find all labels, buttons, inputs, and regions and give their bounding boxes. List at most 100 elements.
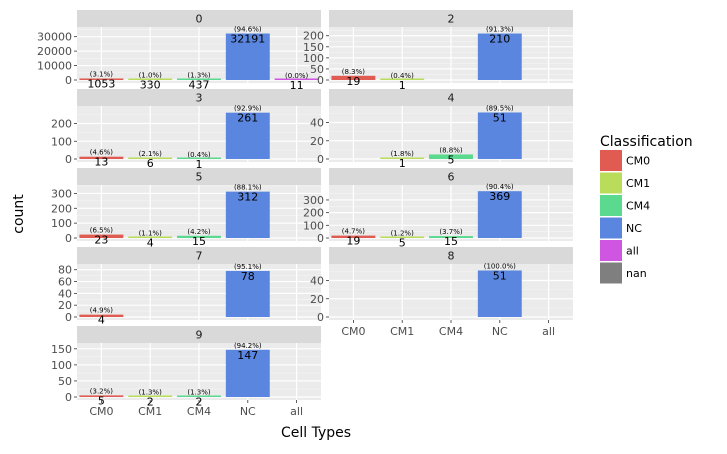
percent-label: (8.3%) bbox=[342, 68, 366, 76]
percent-label: (1.2%) bbox=[391, 229, 415, 237]
y-tick-label: 40 bbox=[58, 287, 72, 300]
y-tick-label: 40 bbox=[310, 117, 324, 130]
y-tick-label: 0 bbox=[65, 74, 72, 87]
y-tick-label: 300 bbox=[303, 194, 324, 207]
facet-title: 5 bbox=[196, 171, 203, 184]
percent-label: (94.6%) bbox=[234, 26, 262, 34]
facet-title: 2 bbox=[448, 13, 455, 26]
percent-label: (4.2%) bbox=[187, 228, 211, 236]
y-tick-label: 20 bbox=[310, 293, 324, 306]
y-tick-label: 0 bbox=[65, 232, 72, 245]
legend-label-CM4: CM4 bbox=[626, 200, 650, 213]
facet-strip bbox=[329, 247, 573, 264]
y-tick-label: 20000 bbox=[37, 45, 72, 58]
y-tick-label: 100 bbox=[303, 219, 324, 232]
percent-label: (0.4%) bbox=[391, 72, 415, 80]
bar-NC bbox=[477, 33, 522, 80]
value-label: 19 bbox=[346, 75, 360, 88]
percent-label: (100.0%) bbox=[484, 262, 516, 270]
legend: Classification CM0 CM1 CM4 NC all nan bbox=[600, 134, 693, 284]
bar-CM1 bbox=[128, 157, 173, 159]
facet-title: 9 bbox=[196, 329, 203, 342]
value-label: 15 bbox=[444, 235, 458, 248]
facet-strip bbox=[77, 10, 321, 27]
value-label: 330 bbox=[140, 79, 161, 92]
bar-CM1 bbox=[128, 236, 173, 238]
value-label: 4 bbox=[98, 314, 105, 327]
value-label: 147 bbox=[237, 349, 258, 362]
x-tick-label: CM4 bbox=[439, 325, 463, 338]
bar-CM1 bbox=[380, 78, 425, 80]
value-label: 5 bbox=[448, 153, 455, 166]
y-tick-label: 10000 bbox=[37, 60, 72, 73]
y-tick-label: 0 bbox=[65, 391, 72, 404]
bar-NC bbox=[477, 270, 522, 317]
bar-CM0 bbox=[79, 156, 124, 159]
value-label: 369 bbox=[489, 190, 510, 203]
percent-label: (1.3%) bbox=[187, 71, 211, 79]
y-tick-label: 30000 bbox=[37, 31, 72, 44]
legend-swatch-CM1 bbox=[600, 172, 622, 194]
percent-label: (4.7%) bbox=[342, 228, 366, 236]
facet-strip bbox=[77, 168, 321, 185]
percent-label: (95.1%) bbox=[234, 263, 262, 271]
percent-label: (3.1%) bbox=[90, 70, 114, 78]
bar-CM0 bbox=[79, 395, 124, 397]
facet-panel-9: 90501001505(3.2%)2(1.3%)2(1.3%)147(94.2%… bbox=[51, 326, 321, 418]
facet-strip bbox=[77, 247, 321, 264]
legend-label-CM0: CM0 bbox=[626, 155, 650, 168]
value-label: 11 bbox=[290, 79, 304, 92]
bar-CM0 bbox=[331, 235, 376, 238]
value-label: 13 bbox=[94, 156, 108, 169]
percent-label: (90.4%) bbox=[486, 183, 514, 191]
legend-swatch-nan bbox=[600, 262, 622, 284]
y-tick-label: 0 bbox=[317, 153, 324, 166]
y-tick-label: 50 bbox=[58, 375, 72, 388]
y-tick-label: 0 bbox=[317, 311, 324, 324]
x-tick-label: CM0 bbox=[341, 325, 365, 338]
facet-panels: 001000020000300001053(3.1%)330(1.0%)437(… bbox=[37, 10, 573, 418]
percent-label: (1.0%) bbox=[139, 72, 163, 80]
y-tick-label: 100 bbox=[303, 52, 324, 65]
facet-strip bbox=[329, 89, 573, 106]
y-tick-label: 200 bbox=[51, 118, 72, 131]
value-label: 23 bbox=[94, 234, 108, 247]
bar-CM1 bbox=[380, 157, 425, 159]
facet-strip bbox=[329, 168, 573, 185]
bar-NC bbox=[225, 270, 270, 317]
value-label: 51 bbox=[493, 111, 507, 124]
x-tick-label: CM4 bbox=[187, 405, 211, 418]
y-tick-label: 300 bbox=[51, 187, 72, 200]
bar-CM1 bbox=[128, 395, 173, 397]
bar-CM1 bbox=[128, 78, 173, 80]
value-label: 1053 bbox=[87, 77, 115, 90]
x-axis-title: Cell Types bbox=[281, 425, 351, 441]
percent-label: (4.9%) bbox=[90, 307, 114, 315]
value-label: 5 bbox=[399, 236, 406, 249]
facet-panel-0: 001000020000300001053(3.1%)330(1.0%)437(… bbox=[37, 10, 321, 92]
percent-label: (0.4%) bbox=[187, 151, 211, 159]
value-label: 6 bbox=[147, 157, 154, 170]
value-label: 51 bbox=[493, 269, 507, 282]
bar-NC bbox=[225, 112, 270, 159]
legend-swatch-NC bbox=[600, 217, 622, 239]
legend-title: Classification bbox=[600, 134, 693, 150]
bar-CM4 bbox=[177, 78, 221, 80]
value-label: 261 bbox=[237, 112, 258, 125]
legend-label-all: all bbox=[626, 245, 639, 258]
value-label: 210 bbox=[489, 33, 510, 46]
y-tick-label: 0 bbox=[65, 311, 72, 324]
facet-strip bbox=[77, 326, 321, 343]
facet-panel-5: 5010020030023(6.5%)4(1.1%)15(4.2%)312(88… bbox=[51, 168, 321, 249]
facet-panel-8: 8 0 20 40 51(100.0%) CM0 CM1 CM4 NC all bbox=[310, 247, 573, 338]
y-axis-title: count bbox=[11, 194, 27, 234]
y-tick-label: 100 bbox=[51, 135, 72, 148]
y-tick-label: 0 bbox=[317, 74, 324, 87]
bar-all bbox=[274, 78, 319, 80]
x-tick-label: NC bbox=[240, 405, 256, 418]
percent-label: (2.1%) bbox=[139, 150, 163, 158]
y-tick-label: 100 bbox=[51, 359, 72, 372]
y-tick-label: 40 bbox=[310, 275, 324, 288]
